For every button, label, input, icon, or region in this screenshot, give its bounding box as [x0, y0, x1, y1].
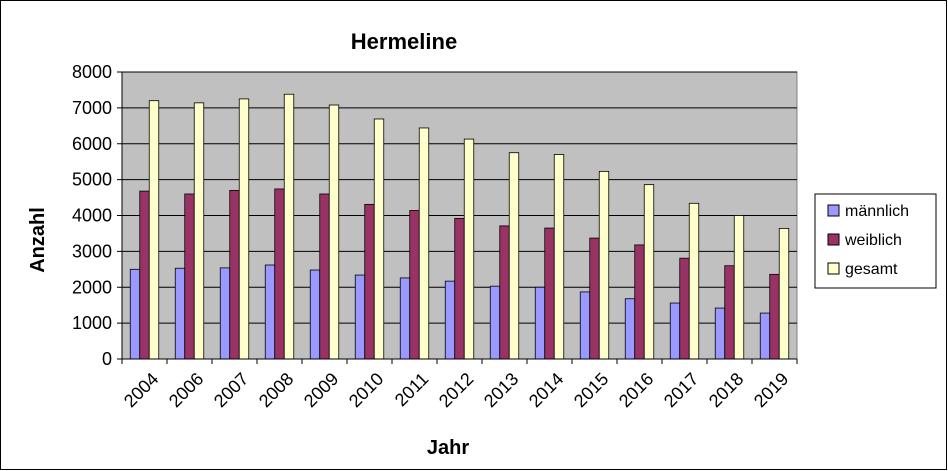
bar-gesamt-2017	[688, 202, 700, 360]
y-tick-label: 4000	[72, 206, 112, 226]
legend: männlich weiblich gesamt	[814, 193, 937, 289]
legend-swatch	[827, 233, 840, 246]
bar-weiblich-2004	[139, 190, 150, 360]
bar-weiblich-2007	[229, 189, 240, 360]
y-tick-label: 2000	[72, 277, 112, 297]
bar-mnnlich-2018	[714, 307, 726, 360]
bar-weiblich-2011	[409, 210, 420, 360]
bar-mnnlich-2004	[129, 268, 141, 360]
bar-weiblich-2016	[634, 244, 645, 360]
bar-gesamt-2011	[418, 127, 430, 360]
legend-label: gesamt	[845, 261, 898, 278]
y-axis-title: Anzahl	[27, 207, 49, 273]
bar-weiblich-2014	[544, 227, 555, 360]
bar-mnnlich-2009	[309, 269, 321, 360]
bar-weiblich-2013	[499, 225, 510, 360]
y-tick-label: 3000	[72, 241, 112, 261]
bar-gesamt-2015	[598, 170, 610, 360]
bar-mnnlich-2010	[354, 274, 366, 360]
y-tick-label: 8000	[72, 62, 112, 82]
bar-gesamt-2006	[193, 102, 205, 360]
bar-gesamt-2009	[328, 104, 340, 360]
bar-gesamt-2013	[508, 152, 520, 360]
bar-gesamt-2012	[463, 138, 475, 360]
legend-label: männlich	[845, 203, 909, 220]
bar-mnnlich-2012	[444, 280, 456, 360]
bar-gesamt-2008	[283, 93, 295, 360]
bar-mnnlich-2008	[264, 264, 276, 360]
bar-gesamt-2016	[643, 184, 655, 360]
y-tick-label: 5000	[72, 170, 112, 190]
chart-title: Hermeline	[351, 29, 457, 54]
bar-weiblich-2012	[454, 217, 465, 360]
bar-weiblich-2019	[769, 273, 780, 360]
bar-mnnlich-2017	[669, 302, 681, 360]
bar-weiblich-2009	[319, 193, 330, 360]
y-tick-label: 6000	[72, 134, 112, 154]
bar-weiblich-2015	[589, 237, 600, 360]
legend-swatch	[827, 204, 840, 217]
legend-swatch	[827, 262, 840, 275]
bars	[129, 93, 790, 360]
bar-weiblich-2018	[724, 265, 735, 360]
bar-weiblich-2008	[274, 188, 285, 360]
bar-mnnlich-2013	[489, 285, 501, 360]
bar-mnnlich-2006	[174, 267, 186, 360]
y-tick-label: 1000	[72, 313, 112, 333]
bar-mnnlich-2019	[759, 312, 771, 360]
bar-gesamt-2007	[238, 98, 250, 360]
y-axis-ticks: 0 1000 2000 3000 4000 5000 6000 7000 8000	[72, 62, 122, 369]
y-tick-label: 0	[102, 349, 112, 369]
bar-mnnlich-2011	[399, 277, 411, 360]
bar-gesamt-2018	[733, 215, 745, 360]
bar-gesamt-2014	[553, 154, 565, 360]
bar-gesamt-2004	[148, 100, 160, 360]
bar-mnnlich-2015	[579, 291, 591, 360]
bar-mnnlich-2016	[624, 298, 636, 360]
bar-weiblich-2010	[364, 203, 375, 360]
bar-weiblich-2017	[679, 257, 690, 360]
bar-gesamt-2019	[778, 228, 790, 360]
bar-mnnlich-2007	[219, 267, 231, 360]
bar-gesamt-2010	[373, 118, 385, 360]
legend-label: weiblich	[844, 232, 902, 249]
y-tick-label: 7000	[72, 98, 112, 118]
x-axis-title: Jahr	[427, 437, 469, 459]
bar-weiblich-2006	[184, 193, 195, 360]
bar-mnnlich-2014	[534, 286, 546, 360]
